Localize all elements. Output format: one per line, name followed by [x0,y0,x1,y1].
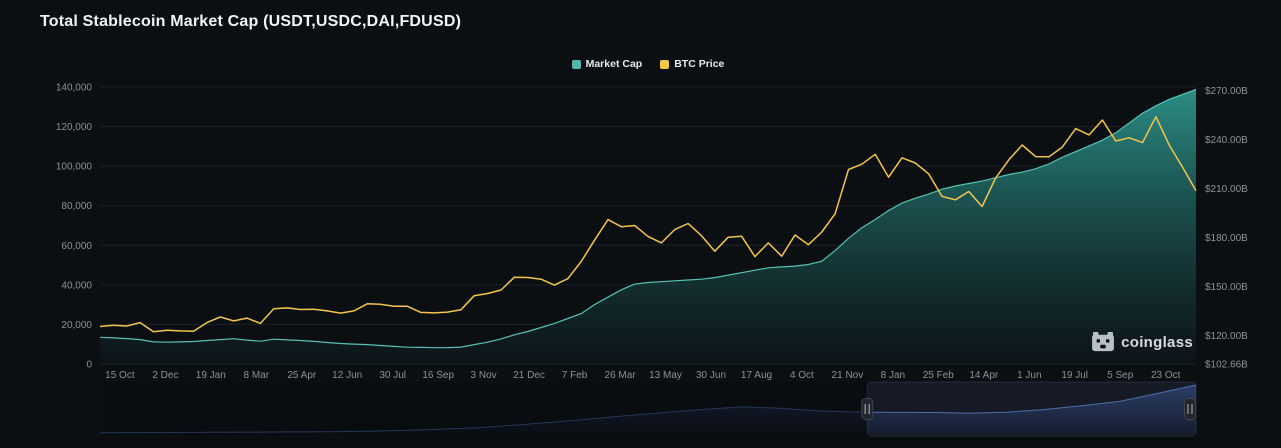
right-axis-tick-label: $180.00B [1205,233,1248,244]
x-axis-tick-label: 30 Jun [696,370,726,381]
x-axis-tick-label: 1 Jun [1017,370,1041,381]
chart-legend: Market Cap BTC Price [100,58,1196,70]
right-axis-tick-label: $210.00B [1205,184,1248,195]
x-axis-tick-label: 26 Mar [605,370,637,381]
navigator-area [100,385,1196,433]
right-axis-tick-label: $120.00B [1205,331,1248,342]
legend-swatch [660,59,670,69]
btc-price-line [99,115,1197,333]
x-axis-tick-label: 30 Jul [379,370,406,381]
market-cap-line [99,88,1197,349]
x-axis-tick-label: 8 Mar [244,370,270,381]
navigator-right-handle[interactable] [1184,398,1196,420]
x-axis-tick-label: 13 May [649,370,682,381]
x-axis-tick-label: 19 Jan [196,370,226,381]
legend-swatch [571,59,581,69]
left-axis-tick-label: 0 [86,360,92,371]
legend-label: BTC Price [674,58,725,70]
x-axis-tick-label: 19 Jul [1061,370,1088,381]
right-axis-tick-label: $102.66B [1205,360,1248,371]
left-axis-tick-label: 40,000 [61,280,92,291]
x-axis-tick-label: 2 Dec [152,370,178,381]
x-axis-tick-label: 25 Feb [923,370,955,381]
legend-label: Market Cap [585,58,643,70]
legend-item-btc-price[interactable]: BTC Price [660,58,724,70]
left-axis-tick-label: 60,000 [61,241,92,252]
x-axis-tick-label: 8 Jan [881,370,905,381]
right-axis-tick-label: $150.00B [1205,282,1248,293]
x-axis-tick-label: 25 Apr [287,370,317,381]
left-axis-tick-label: 100,000 [56,162,93,173]
navigator-dim-mask[interactable] [100,382,868,436]
legend-item-market-cap[interactable]: Market Cap [571,58,643,70]
x-axis-tick-label: 23 Oct [1151,370,1181,381]
x-axis-tick-label: 21 Dec [513,370,545,381]
coinglass-logo-text: coinglass [1121,333,1193,351]
bottom-scrollbar-track[interactable] [0,438,1281,448]
chart-title: Total Stablecoin Market Cap (USDT,USDC,D… [40,13,462,30]
coinglass-watermark: coinglass [1092,332,1193,352]
x-axis-tick-label: 3 Nov [471,370,497,381]
x-axis-tick-label: 16 Sep [422,370,454,381]
right-axis-tick-label: $240.00B [1205,135,1248,146]
left-axis-tick-label: 80,000 [61,201,92,212]
market-cap-area-series [100,89,1196,364]
right-axis-tick-label: $270.00B [1205,86,1248,97]
x-axis-tick-label: 4 Oct [790,370,814,381]
left-axis-tick-label: 140,000 [56,83,93,94]
navigator-selected-range[interactable] [866,381,1197,437]
left-axis-tick-label: 120,000 [56,122,93,133]
plot-area[interactable] [100,87,1196,364]
left-axis-tick-label: 20,000 [61,320,92,331]
x-axis-tick-label: 17 Aug [741,370,772,381]
x-axis-tick-label: 5 Sep [1107,370,1134,381]
x-axis-tick-label: 21 Nov [832,370,864,381]
x-axis-tick-label: 15 Oct [105,370,135,381]
x-axis-tick-label: 14 Apr [969,370,999,381]
coinglass-bear-icon [1092,332,1115,352]
x-axis-tick-label: 12 Jun [332,370,362,381]
x-axis-tick-label: 7 Feb [562,370,588,381]
navigator-left-handle[interactable] [861,398,874,420]
